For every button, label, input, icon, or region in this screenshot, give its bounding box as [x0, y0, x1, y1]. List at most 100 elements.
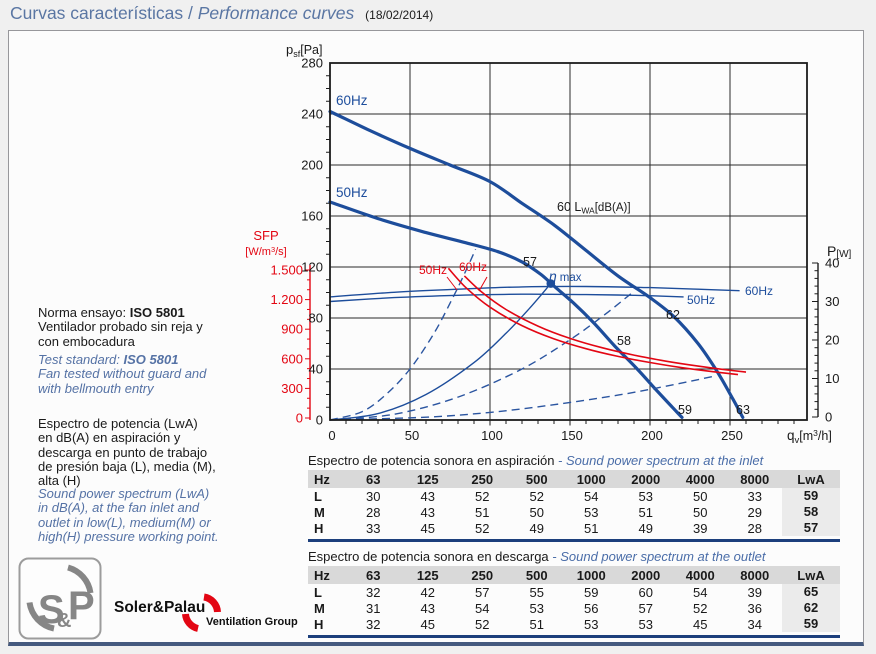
table-cell: 30	[366, 488, 381, 504]
table-cell: 43	[420, 504, 435, 520]
table-cell: 63	[366, 567, 381, 583]
table-cell: L	[314, 488, 322, 504]
table-cell: 39	[693, 520, 708, 536]
note-line: with bellmouth entry	[38, 380, 154, 396]
table-cell: 53	[638, 616, 653, 632]
table-cell: 59	[782, 488, 840, 504]
soler-palau-wordmark: Soler&Palau Ventilation Group	[114, 593, 298, 632]
table-cell: 29	[747, 504, 762, 520]
table-body: Hz 63 125 250 500 1000 2000 4000 8000 LwA L 32 42 57 5…	[308, 566, 840, 632]
table-cell: 49	[529, 520, 544, 536]
table-cell: 52	[693, 600, 708, 616]
sound-table-outlet: Espectro de potencia sonora en descarga …	[308, 549, 840, 638]
note-line: de presión baja (L), media (M),	[38, 458, 216, 474]
table-cell: 32	[366, 616, 381, 632]
table-cell: 51	[529, 616, 544, 632]
sp-logo: S & P	[18, 557, 102, 640]
table-title: Espectro de potencia sonora en descarga …	[308, 549, 766, 564]
table-cell: LwA	[797, 471, 825, 487]
brand-group: Ventilation Group	[206, 616, 298, 628]
table-title: Espectro de potencia sonora en aspiració…	[308, 453, 764, 468]
table-cell: 55	[529, 584, 544, 600]
table-cell: 28	[366, 504, 381, 520]
table-cell: 53	[584, 504, 599, 520]
table-cell: 32	[366, 584, 381, 600]
brand-swoosh-bottom-icon	[182, 613, 200, 632]
table-cell: 39	[747, 584, 762, 600]
table-cell: H	[314, 616, 324, 632]
table-row: L 32 42 57 55 59 60 54 39 65	[308, 584, 840, 600]
note-standard-en-lines: Fan tested without guard and with bellmou…	[38, 366, 288, 396]
table-cell: 1000	[576, 471, 606, 487]
table-cell: 59	[782, 616, 840, 632]
table-cell: M	[314, 600, 325, 616]
table-cell: 65	[782, 584, 840, 600]
table-cell: 43	[420, 600, 435, 616]
note-standard-es: Norma ensayo: ISO 5801 Ventilador probad…	[38, 305, 288, 349]
title-date: (18/02/2014)	[365, 8, 434, 22]
table-cell: 53	[529, 600, 544, 616]
note-line: con embocadura	[38, 333, 135, 349]
sp-logo-amp: &	[57, 610, 71, 632]
brand-swoosh-top-icon	[203, 593, 221, 613]
table-cell: 4000	[685, 567, 715, 583]
table-cell: 59	[584, 584, 599, 600]
table-cell: 56	[584, 600, 599, 616]
table-cell: 50	[693, 488, 708, 504]
table-cell: M	[314, 504, 325, 520]
table-row: H 32 45 52 51 53 53 45 34 59	[308, 616, 840, 632]
note-line: high(H) pressure working point.	[38, 528, 219, 544]
sp-logo-letter-s: S	[38, 588, 65, 632]
sp-logo-letter-p: P	[68, 584, 95, 628]
note-line: descarga en punto de trabajo	[38, 444, 208, 460]
page-title: Curvas características / Performance cur…	[10, 3, 434, 23]
table-cell: H	[314, 520, 324, 536]
table-row: L 30 43 52 52 54 53 50 33 59	[308, 488, 840, 504]
table-cell: 50	[529, 504, 544, 520]
table-cell: 125	[416, 567, 439, 583]
table-cell: 2000	[631, 567, 661, 583]
table-cell: 54	[475, 600, 490, 616]
brand-name: Soler&Palau	[114, 599, 205, 616]
note-line: Espectro de potencia (LwA)	[38, 416, 198, 431]
note-line: Ventilador probado sin reja y	[38, 319, 203, 335]
table-cell: 52	[529, 488, 544, 504]
sp-logo-swoosh-bottom-icon	[26, 601, 55, 632]
table-cell: 49	[638, 520, 653, 536]
sp-logo-swoosh-top-icon	[67, 564, 94, 594]
table-cell: 500	[525, 471, 548, 487]
table-cell: 58	[782, 504, 840, 520]
table-cell: 60	[638, 584, 653, 600]
table-cell: 36	[747, 600, 762, 616]
table-cell: 51	[584, 520, 599, 536]
table-row: M 31 43 54 53 56 57 52 36 62	[308, 600, 840, 616]
note-spectrum-en: Sound power spectrum (LwA) in dB(A), at t…	[38, 486, 288, 544]
note-line: in dB(A), at the fan inlet and	[38, 500, 200, 516]
note-spectrum-es: Espectro de potencia (LwA) en dB(A) en as…	[38, 416, 288, 489]
note-standard-es-lines: Ventilador probado sin reja y con embocad…	[38, 319, 288, 349]
table-cell: 51	[638, 504, 653, 520]
table-cell: 52	[475, 488, 490, 504]
table-cell: 50	[693, 504, 708, 520]
table-cell: 57	[475, 584, 490, 600]
table-cell: 34	[747, 616, 762, 632]
note-line: outlet in low(L), medium(M) or	[38, 514, 211, 530]
title-spanish: Curvas características	[10, 3, 184, 23]
table-cell: 33	[747, 488, 762, 504]
note-line: alta (H)	[38, 473, 81, 489]
table-cell: 125	[416, 471, 439, 487]
table-cell: 57	[638, 600, 653, 616]
table-cell: 500	[525, 567, 548, 583]
table-underline	[308, 635, 840, 638]
title-english: Performance curves	[197, 3, 355, 23]
table-cell: 53	[638, 488, 653, 504]
table-row: M 28 43 51 50 53 51 50 29 58	[308, 504, 840, 520]
table-cell: 43	[420, 488, 435, 504]
table-cell: 45	[693, 616, 708, 632]
note-line: en dB(A) en aspiración y	[38, 430, 181, 446]
table-cell: 42	[420, 584, 435, 600]
table-cell: 1000	[576, 567, 606, 583]
note-standard-en: Test standard: ISO 5801 Fan tested witho…	[38, 352, 288, 396]
table-cell: 45	[420, 616, 435, 632]
